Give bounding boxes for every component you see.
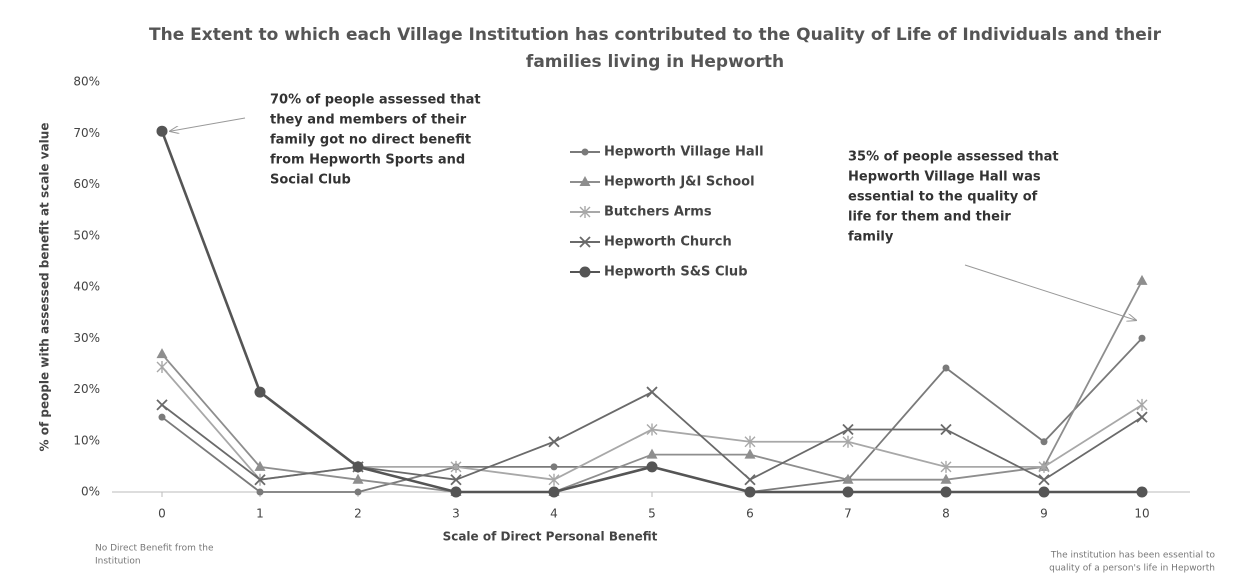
marker	[450, 460, 462, 473]
note: quality of a person's life in Hepworth	[1049, 564, 1215, 574]
marker	[940, 423, 952, 436]
y-tick-label: 60%	[73, 177, 100, 191]
series-line	[161, 280, 1143, 493]
legend-label: Butchers Arms	[604, 205, 712, 220]
note: Institution	[95, 557, 141, 567]
x-tick-label: 10	[1134, 507, 1149, 521]
marker	[842, 486, 854, 498]
marker	[254, 386, 266, 398]
y-axis-title: % of people with assessed benefit at sca…	[38, 123, 52, 452]
marker	[940, 460, 952, 473]
annotation: from Hepworth Sports and	[270, 153, 465, 168]
marker	[354, 488, 362, 496]
y-tick-label: 20%	[73, 382, 100, 396]
marker	[579, 266, 591, 278]
marker	[646, 423, 658, 436]
x-tick-label: 5	[648, 507, 656, 521]
marker	[842, 435, 854, 448]
annotation-arrow	[964, 264, 1136, 320]
y-tick-label: 70%	[73, 126, 100, 140]
marker	[646, 461, 658, 473]
marker	[548, 486, 560, 498]
marker	[1038, 474, 1050, 486]
marker	[646, 448, 658, 459]
x-tick-label: 6	[746, 507, 754, 521]
marker	[548, 473, 560, 486]
chart-title: families living in Hepworth	[526, 52, 784, 72]
y-tick-label: 40%	[73, 280, 100, 294]
marker	[156, 360, 168, 373]
x-tick-label: 3	[452, 507, 460, 521]
annotation: Social Club	[270, 173, 351, 188]
marker	[842, 473, 854, 484]
annotation-arrow	[170, 117, 246, 131]
annotation: family	[848, 230, 894, 245]
marker	[744, 474, 756, 486]
x-tick-label: 0	[158, 507, 166, 521]
marker	[1038, 460, 1050, 473]
marker	[940, 473, 952, 484]
marker	[1136, 398, 1148, 411]
annotation: family got no direct benefit	[270, 133, 471, 148]
x-tick-label: 8	[942, 507, 950, 521]
note: No Direct Benefit from the	[95, 544, 214, 554]
note: The institution has been essential to	[1050, 551, 1216, 561]
marker	[579, 236, 591, 248]
marker	[581, 148, 589, 156]
marker	[1136, 486, 1148, 498]
marker	[1138, 334, 1146, 342]
marker	[940, 486, 952, 498]
marker	[156, 399, 168, 411]
chart-title: The Extent to which each Village Institu…	[149, 25, 1162, 45]
marker	[352, 461, 364, 473]
annotation: 35% of people assessed that	[848, 150, 1059, 165]
legend-label: Hepworth Church	[604, 235, 732, 250]
x-tick-label: 7	[844, 507, 852, 521]
y-tick-label: 50%	[73, 228, 100, 242]
marker	[156, 125, 168, 137]
marker	[156, 348, 168, 359]
marker	[842, 423, 854, 436]
marker	[450, 474, 462, 486]
marker	[256, 488, 264, 496]
marker	[579, 206, 591, 218]
legend-label: Hepworth J&I School	[604, 175, 755, 190]
x-tick-label: 4	[550, 507, 558, 521]
x-tick-label: 2	[354, 507, 362, 521]
marker	[1136, 411, 1148, 423]
marker	[646, 386, 658, 398]
marker	[1038, 486, 1050, 498]
annotation: 70% of people assessed that	[270, 93, 481, 108]
marker	[352, 473, 364, 484]
y-tick-label: 30%	[73, 331, 100, 345]
marker	[254, 474, 266, 486]
marker	[942, 364, 950, 372]
x-axis-title: Scale of Direct Personal Benefit	[443, 530, 658, 544]
marker	[744, 486, 756, 498]
marker	[1040, 438, 1048, 446]
x-tick-label: 1	[256, 507, 264, 521]
annotation: essential to the quality of	[848, 190, 1038, 205]
marker	[744, 435, 756, 448]
annotation: Hepworth Village Hall was	[848, 170, 1041, 185]
marker	[254, 460, 266, 471]
y-tick-label: 0%	[81, 485, 100, 499]
marker	[1136, 274, 1148, 285]
annotation: they and members of their	[270, 113, 467, 128]
x-tick-label: 9	[1040, 507, 1048, 521]
legend-label: Hepworth Village Hall	[604, 145, 764, 160]
marker	[548, 436, 560, 448]
marker	[550, 463, 558, 471]
marker	[579, 176, 591, 186]
legend-label: Hepworth S&S Club	[604, 265, 748, 280]
annotation: life for them and their	[848, 210, 1011, 225]
marker	[450, 486, 462, 498]
marker	[744, 448, 756, 459]
marker	[158, 413, 166, 421]
y-tick-label: 10%	[73, 433, 100, 447]
y-tick-label: 80%	[73, 75, 100, 89]
